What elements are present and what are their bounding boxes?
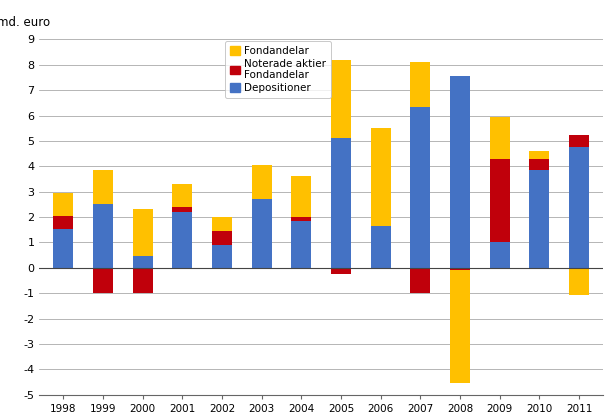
Bar [53, 229, 73, 268]
Bar [133, 209, 152, 256]
Bar [331, 138, 351, 268]
Bar [53, 193, 73, 216]
Bar [212, 217, 232, 231]
Bar [569, 268, 589, 295]
Bar [331, 60, 351, 138]
Bar [490, 159, 510, 242]
Bar [529, 170, 549, 268]
Bar [212, 231, 232, 245]
Bar [133, 268, 152, 293]
Bar [569, 135, 589, 147]
Bar [529, 151, 549, 159]
Bar [371, 226, 390, 268]
Bar [172, 184, 192, 207]
Bar [291, 176, 311, 217]
Bar [410, 107, 430, 268]
Bar [529, 159, 549, 170]
Bar [450, 268, 470, 270]
Bar [93, 268, 113, 293]
Text: md. euro: md. euro [0, 16, 50, 29]
Bar [53, 216, 73, 229]
Bar [450, 270, 470, 383]
Bar [410, 62, 430, 107]
Bar [490, 242, 510, 268]
Bar [569, 147, 589, 268]
Bar [410, 268, 430, 293]
Bar [331, 268, 351, 274]
Bar [291, 221, 311, 268]
Bar [172, 207, 192, 212]
Bar [450, 76, 470, 268]
Bar [93, 170, 113, 204]
Bar [93, 204, 113, 268]
Bar [212, 245, 232, 268]
Bar [371, 128, 390, 226]
Bar [252, 165, 271, 199]
Bar [133, 256, 152, 268]
Bar [252, 199, 271, 268]
Bar [172, 212, 192, 268]
Bar [291, 217, 311, 221]
Legend: Fondandelar, Noterade aktier
Fondandelar, Depositioner: Fondandelar, Noterade aktier Fondandelar… [225, 41, 331, 98]
Bar [490, 117, 510, 159]
